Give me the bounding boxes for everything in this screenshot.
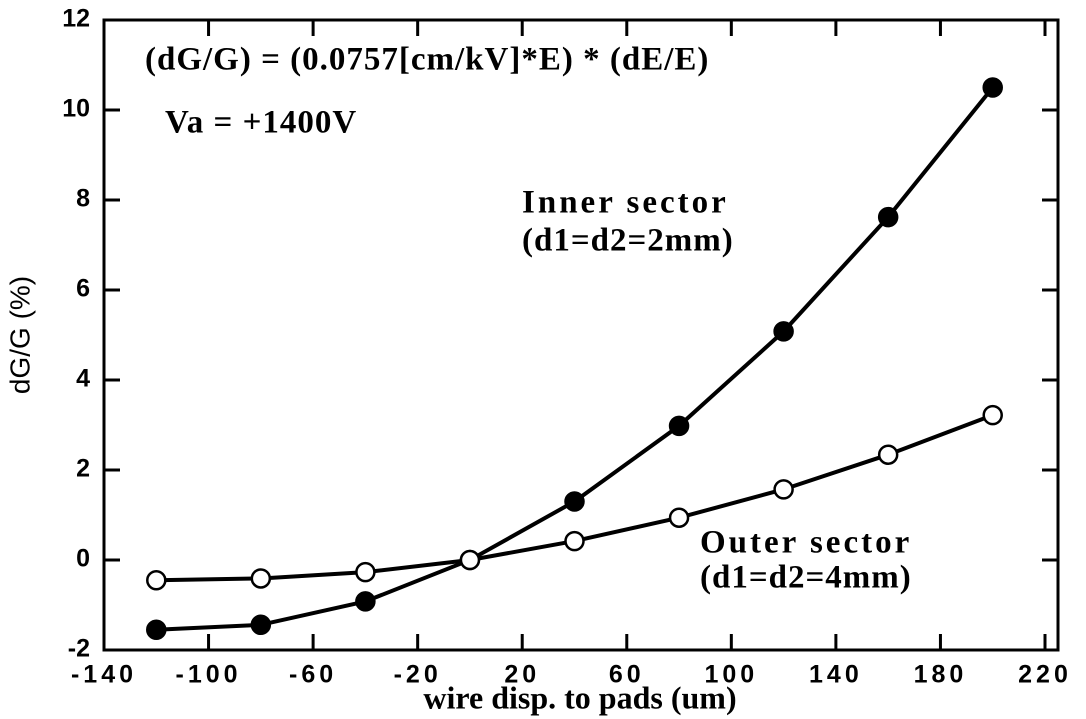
formula: (dG/G) = (0.0757[cm/kV]*E) * (dE/E) <box>145 42 709 78</box>
y-tick-label: 8 <box>76 185 90 213</box>
x-axis-label: wire disp. to pads (um) <box>423 679 736 715</box>
data-point <box>146 570 167 591</box>
y-axis-label: dG/G (%) <box>4 276 35 394</box>
data-point <box>564 530 585 552</box>
data-point <box>877 444 899 465</box>
data-point <box>250 568 272 589</box>
x-tick-label: -60 <box>289 661 337 689</box>
data-point <box>459 549 481 571</box>
x-tick-label: 220 <box>1018 661 1072 689</box>
data-point <box>982 404 1003 426</box>
data-point <box>773 479 794 500</box>
data-point <box>982 77 1003 98</box>
series-label: Outer sector <box>700 525 912 561</box>
plot-frame <box>102 18 1060 652</box>
data-point <box>355 591 376 612</box>
y-tick-label: 4 <box>76 365 90 393</box>
y-tick-label: 6 <box>76 275 90 303</box>
data-point <box>877 206 899 228</box>
data-point <box>668 507 690 528</box>
x-tick-label: -20 <box>394 661 442 689</box>
data-point <box>250 614 272 636</box>
y-tick-label: 2 <box>76 455 90 483</box>
x-tick-label: 20 <box>504 661 540 689</box>
x-tick-label: -100 <box>176 661 242 689</box>
data-point <box>564 491 585 512</box>
x-tick-label: -140 <box>71 661 137 689</box>
x-tick-label: 60 <box>609 661 645 689</box>
x-tick-label: 100 <box>704 661 758 689</box>
data-point <box>668 415 690 437</box>
x-tick-label: 180 <box>914 661 968 689</box>
series-sublabel: (d1=d2=2mm) <box>522 223 734 259</box>
data-point <box>773 321 794 342</box>
y-tick-label: 10 <box>62 95 90 123</box>
voltage: Va = +1400V <box>165 105 357 141</box>
series-sublabel: (d1=d2=4mm) <box>700 560 912 596</box>
series-label: Inner sector <box>522 185 729 221</box>
x-tick-label: 140 <box>809 661 863 689</box>
data-point <box>355 561 376 583</box>
y-tick-label: 0 <box>76 545 90 573</box>
y-tick-label: 12 <box>62 5 90 33</box>
y-tick-label: -2 <box>68 635 90 663</box>
data-point <box>146 619 167 640</box>
